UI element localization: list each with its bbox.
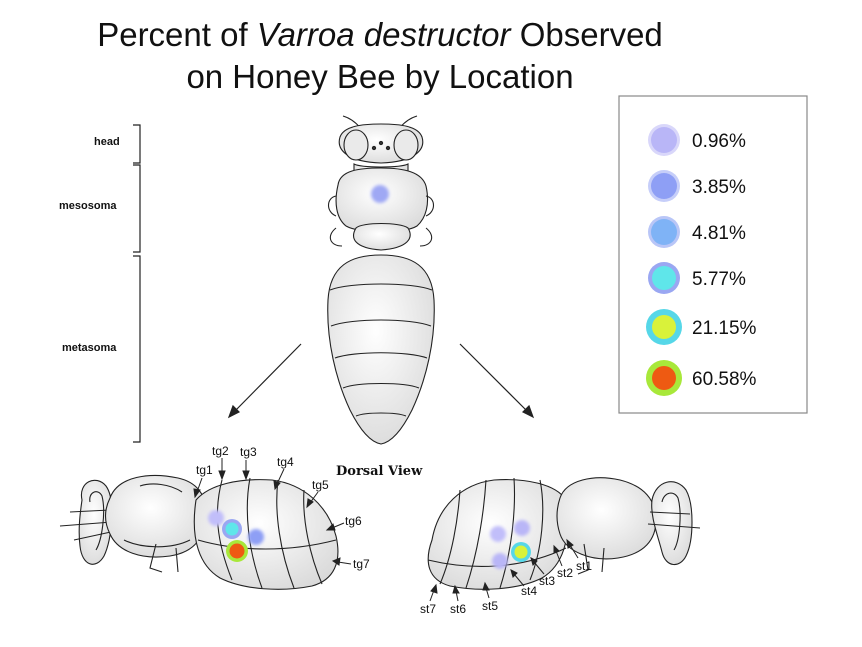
sternite-arrows xyxy=(429,538,579,602)
legend-box xyxy=(618,95,808,414)
dorsal-view-label: Dorsal View xyxy=(336,464,423,479)
mite-spot-right-a xyxy=(490,526,506,542)
region-label-mesosoma: mesosoma xyxy=(59,200,117,212)
title-italic-species: Varroa destructor xyxy=(256,16,511,53)
legend-label-2: 3.85% xyxy=(692,177,746,198)
legend-swatch-3 xyxy=(651,219,677,245)
legend-swatch-1 xyxy=(651,127,677,153)
mite-spot-mesosoma xyxy=(371,185,389,203)
label-st3: st3 xyxy=(539,574,555,588)
label-tg5: tg5 xyxy=(312,478,329,492)
mite-spots-left xyxy=(208,510,264,562)
legend-label-3: 4.81% xyxy=(692,223,746,244)
region-brackets xyxy=(133,124,141,443)
label-st6: st6 xyxy=(450,602,466,616)
mite-spot-left-tg2 xyxy=(225,522,239,536)
title-line2: on Honey Bee by Location xyxy=(186,58,574,95)
bee-lateral-left-drawing xyxy=(59,474,339,590)
legend-swatch-2 xyxy=(651,173,677,199)
label-tg7: tg7 xyxy=(353,557,370,571)
mite-spot-left-main xyxy=(229,543,245,559)
label-tg3: tg3 xyxy=(240,445,257,459)
label-tg6: tg6 xyxy=(345,514,362,528)
label-st5: st5 xyxy=(482,599,498,613)
legend-swatch-6 xyxy=(652,366,676,390)
label-st7: st7 xyxy=(420,602,436,616)
title-line1-pre: Percent of xyxy=(97,16,257,53)
title-line1-post: Observed xyxy=(510,16,663,53)
label-st2: st2 xyxy=(557,566,573,580)
legend-label-5: 21.15% xyxy=(692,318,757,339)
bee-dorsal-drawing xyxy=(327,115,435,445)
region-label-metasoma: metasoma xyxy=(62,342,117,354)
mite-spot-right-b xyxy=(514,520,530,536)
label-tg4: tg4 xyxy=(277,455,294,469)
label-st1: st1 xyxy=(576,559,592,573)
mite-spot-left-tg1 xyxy=(208,510,224,526)
label-tg2: tg2 xyxy=(212,444,229,458)
label-tg1: tg1 xyxy=(196,463,213,477)
label-st4: st4 xyxy=(521,584,537,598)
mite-spot-right-c xyxy=(492,553,508,569)
legend-swatch-5 xyxy=(652,315,676,339)
view-arrows xyxy=(227,343,535,419)
legend-label-6: 60.58% xyxy=(692,369,757,390)
legend-label-1: 0.96% xyxy=(692,131,746,152)
diagram-title: Percent of Varroa destructor Observed on… xyxy=(0,14,760,98)
legend: 0.96% 3.85% 4.81% 5.77% 21.15% 60.58% xyxy=(618,95,808,414)
mite-spot-right-main xyxy=(514,545,528,559)
legend-label-4: 5.77% xyxy=(692,269,746,290)
legend-swatch-4 xyxy=(652,266,676,290)
tergite-arrows xyxy=(193,458,352,566)
mite-spots-right xyxy=(490,520,531,569)
mite-spot-left-tg3 xyxy=(248,529,264,545)
region-label-head: head xyxy=(94,136,120,148)
